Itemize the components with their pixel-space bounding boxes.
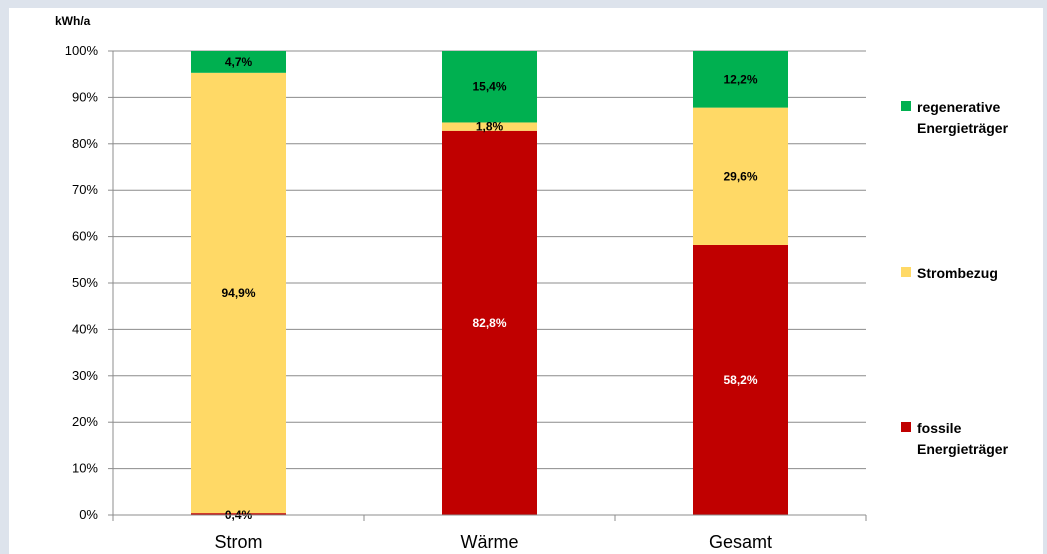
bar-segment xyxy=(442,51,537,123)
y-tick-label: 10% xyxy=(72,461,98,476)
data-label: 12,2% xyxy=(723,72,757,86)
legend-label: Strombezug xyxy=(917,265,998,281)
data-label: 58,2% xyxy=(723,373,757,387)
bar-segment xyxy=(442,130,537,516)
category-label: Wärme xyxy=(461,532,519,552)
y-tick-label: 50% xyxy=(72,275,98,290)
y-tick-label: 30% xyxy=(72,368,98,383)
bar-segment xyxy=(693,51,788,108)
data-label: 1,8% xyxy=(476,120,504,134)
bar-segment xyxy=(693,244,788,515)
legend-label: Energieträger xyxy=(917,120,1009,136)
legend-swatch xyxy=(901,267,911,277)
data-label: 4,7% xyxy=(225,55,253,69)
y-tick-label: 40% xyxy=(72,321,98,336)
legend-swatch xyxy=(901,101,911,111)
data-label: 15,4% xyxy=(472,80,506,94)
legend-swatch xyxy=(901,422,911,432)
category-label: Strom xyxy=(214,532,262,552)
category-label: Gesamt xyxy=(709,532,772,552)
y-tick-label: 20% xyxy=(72,414,98,429)
bar-segment xyxy=(693,107,788,245)
bar-segment xyxy=(191,513,286,515)
y-axis-unit-label: kWh/a xyxy=(55,14,91,28)
y-tick-label: 70% xyxy=(72,182,98,197)
legend-label: Energieträger xyxy=(917,441,1009,457)
y-tick-label: 100% xyxy=(65,43,99,58)
y-tick-label: 80% xyxy=(72,136,98,151)
legend-label: fossile xyxy=(917,420,962,436)
data-label: 82,8% xyxy=(472,316,506,330)
bar-segment xyxy=(442,122,537,131)
data-label: 29,6% xyxy=(723,169,757,183)
legend-label: regenerative xyxy=(917,99,1000,115)
bar-segment xyxy=(191,72,286,514)
bar-segment xyxy=(191,51,286,73)
y-tick-label: 90% xyxy=(72,89,98,104)
data-label: 94,9% xyxy=(221,286,255,300)
y-tick-label: 60% xyxy=(72,229,98,244)
y-tick-label: 0% xyxy=(79,507,98,522)
